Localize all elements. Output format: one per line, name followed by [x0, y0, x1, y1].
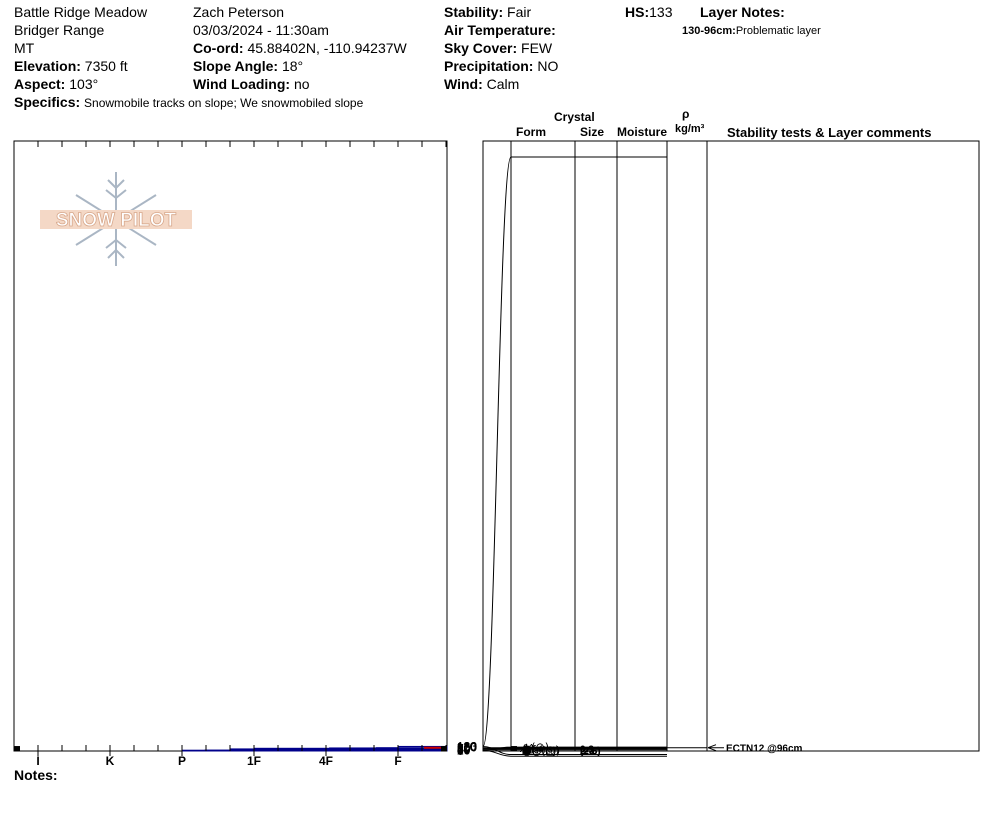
depth-tick-label: 50 — [457, 742, 471, 756]
stability-value: Fair — [507, 4, 532, 20]
logo-band — [40, 210, 192, 229]
precipitation: Precipitation: NO — [444, 57, 558, 75]
state-name: MT — [14, 40, 35, 56]
stability-test-arrow — [707, 744, 724, 752]
crystal-heading: Crystal — [554, 110, 595, 124]
crystal-form: ⁄ — [519, 742, 526, 755]
hs-value: 133 — [649, 4, 673, 20]
depth-tick-label: 30 — [457, 743, 471, 757]
hardness-tick-label: 1F — [247, 754, 261, 768]
crystal-size: 0.3 — [580, 745, 594, 756]
crystal-size: (2.5) — [580, 746, 601, 757]
coord-value: 45.88402N, -110.94237W — [247, 40, 407, 56]
moisture-heading: Moisture — [617, 125, 668, 139]
size-heading: Size — [580, 125, 605, 139]
hardness-tick-label: F — [394, 754, 401, 768]
hs-label: HS: — [625, 4, 650, 20]
density-symbol: ρ — [682, 107, 690, 121]
air-temperature: Air Temperature: — [444, 21, 556, 39]
depth-tick-label: 90 — [457, 741, 471, 755]
precip-label: Precipitation: — [444, 58, 534, 74]
elevation-label: Elevation: — [14, 58, 81, 74]
depth-tick-label: 40 — [457, 743, 471, 757]
layer-connector — [482, 156, 512, 747]
location-name: Battle Ridge Meadow — [14, 4, 148, 20]
wind-value: Calm — [486, 76, 520, 92]
sky-value: FEW — [521, 40, 553, 56]
range-name: Bridger Range — [14, 22, 105, 38]
depth-tick-label: 100 — [457, 741, 477, 755]
snowpilot-logo: SNOW PILOT — [40, 172, 192, 266]
coordinates: Co-ord: 45.88402N, -110.94237W — [193, 39, 407, 57]
crystal-form: ⁄(⁄) — [519, 742, 534, 755]
depth-tick-label: 70 — [457, 742, 471, 756]
crystal-form: ●(◎◎) — [522, 743, 559, 756]
notes-label: Notes: — [14, 767, 58, 783]
specifics-label: Specifics: — [14, 94, 81, 110]
depth-tick-label: 120 — [457, 740, 477, 754]
layer-table-frame — [482, 140, 980, 752]
form-heading: Form — [516, 125, 546, 139]
precip-value: NO — [537, 58, 559, 74]
crystal-size: 2-3 — [580, 746, 595, 757]
hardness-tick-label: 4F — [319, 754, 333, 768]
layer-notes-label: Layer Notes: — [700, 4, 785, 20]
hardness-tick-label: K — [106, 754, 115, 768]
crystal-form: +(⊘) — [522, 740, 549, 753]
elevation: Elevation: 7350 ft — [14, 57, 128, 75]
crystal-form: ● — [522, 743, 532, 756]
crystal-form: ⍝ — [522, 744, 529, 757]
snow-depth: HS:133 — [625, 3, 672, 21]
stability-test-label: ECTN12 @96cm — [726, 744, 803, 755]
depth-tick-label: 80 — [457, 741, 471, 755]
depth-tick-label: 10 — [457, 744, 471, 758]
elevation-value: 7350 ft — [84, 58, 128, 74]
stability-comments-heading: Stability tests & Layer comments — [727, 125, 932, 140]
hardness-tick-label: P — [178, 754, 186, 768]
specifics-value: Snowmobile tracks on slope; We snowmobil… — [84, 96, 364, 110]
coord-label: Co-ord: — [193, 40, 244, 56]
hardness-plot-frame — [13, 140, 448, 752]
aspect-value: 103° — [69, 76, 99, 92]
wind-label: Wind: — [444, 76, 483, 92]
wind-loading-value: no — [293, 76, 310, 92]
crystal-form: ◎◎(⍝) — [522, 745, 556, 758]
depth-tick-label: 130 — [457, 740, 477, 754]
stability-label: Stability: — [444, 4, 504, 20]
layer-note-text: Problematic layer — [735, 25, 821, 37]
stability: Stability: Fair — [444, 3, 531, 21]
specifics: Specifics: Snowmobile tracks on slope; W… — [14, 93, 370, 112]
layer-note: 130-96cm:Problematic layer — [682, 22, 821, 40]
crystal-form: ◎◎(□) — [522, 744, 560, 757]
layer-note-range: 130-96cm: — [682, 25, 736, 37]
depth-tick-label: 110 — [457, 740, 476, 754]
density-unit: kg/m³ — [675, 123, 705, 135]
slope-label: Slope Angle: — [193, 58, 279, 74]
sky-cover: Sky Cover: FEW — [444, 39, 552, 57]
aspect-label: Aspect: — [14, 76, 66, 92]
aspect: Aspect: 103° — [14, 75, 98, 93]
wind: Wind: Calm — [444, 75, 519, 93]
slope-angle: Slope Angle: 18° — [193, 57, 303, 75]
depth-tick-label: 60 — [457, 742, 471, 756]
crystal-form: ∗r — [522, 741, 536, 754]
logo-text: SNOW PILOT — [56, 210, 177, 231]
depth-tick-label: 20 — [457, 743, 471, 757]
wind-loading-label: Wind Loading: — [193, 76, 291, 92]
observer-name: Zach Peterson — [193, 4, 285, 20]
layer-connector — [482, 746, 512, 756]
slope-value: 18° — [281, 58, 304, 74]
sky-label: Sky Cover: — [444, 40, 518, 56]
layer-connector — [482, 749, 512, 757]
crystal-size: (2.5) — [580, 747, 601, 758]
hardness-tick-label: I — [36, 754, 39, 768]
air-temp-label: Air Temperature: — [444, 22, 556, 38]
depth-top-label: 133 — [457, 739, 477, 753]
depth-tick-label: 0 — [457, 744, 464, 758]
observation-datetime: 03/03/2024 - 11:30am — [193, 22, 329, 38]
wind-loading: Wind Loading: no — [193, 75, 310, 93]
